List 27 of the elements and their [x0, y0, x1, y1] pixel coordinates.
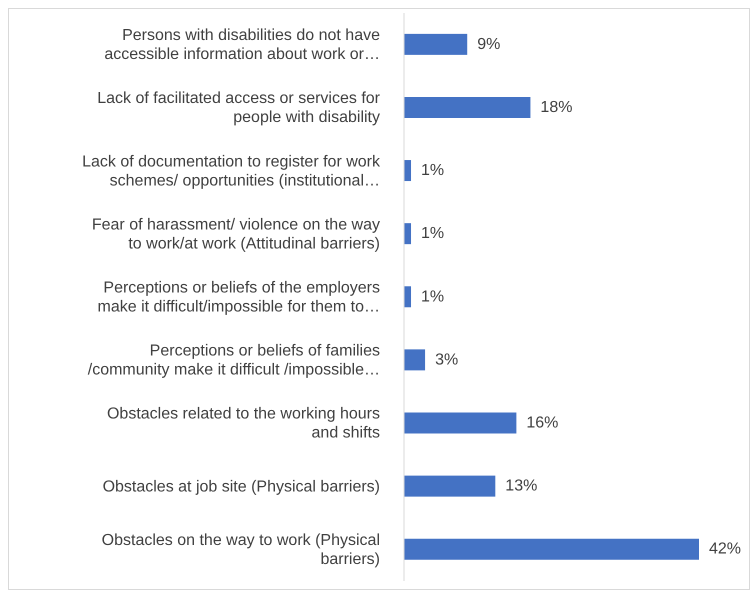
bar [404, 349, 426, 370]
data-label: 1% [421, 288, 444, 306]
y-tick-label: Persons with disabilities do not have accessible information about work or… [104, 26, 380, 63]
bar [404, 34, 468, 55]
data-label: 16% [526, 414, 558, 432]
bar [404, 223, 412, 244]
y-tick-label: Obstacles at job site (Physical barriers) [102, 478, 380, 495]
y-tick-label: Fear of harassment/ violence on the way to work/at work (Attitudinal barriers) [92, 216, 380, 252]
y-tick-label: Perceptions or beliefs of families /community make it difficult /impossible… [88, 342, 380, 378]
y-tick-label: Perceptions or beliefs of the employers make it difficult/impossible for them to… [98, 279, 380, 315]
y-tick-label: Obstacles on the way to work (Physical barriers) [102, 531, 380, 568]
data-label: 3% [435, 351, 458, 368]
bar [404, 412, 516, 434]
bar [404, 538, 699, 560]
y-tick-label: Lack of facilitated access or services for people with disability [97, 90, 381, 126]
bar [404, 160, 412, 182]
y-tick-label: Obstacles related to the working hours and shifts [106, 405, 380, 442]
data-label: 1% [421, 162, 444, 180]
bar [404, 476, 496, 497]
bar [404, 96, 530, 118]
data-label: 1% [421, 225, 444, 242]
data-label: 13% [505, 478, 538, 495]
y-tick-label: Lack of documentation to register for work schemes/ opportunities (institutional… [82, 152, 381, 189]
data-label: 9% [477, 36, 500, 53]
data-label: 18% [540, 98, 572, 116]
data-label: 42% [709, 540, 742, 558]
bar [404, 286, 412, 308]
